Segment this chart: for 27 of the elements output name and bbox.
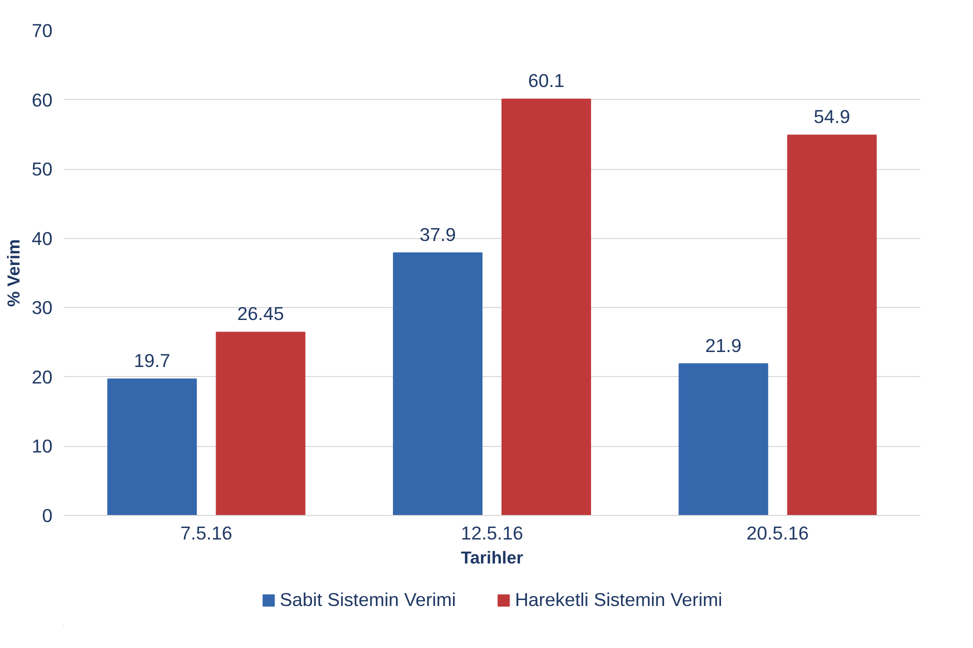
y-tick-label: 30 bbox=[32, 297, 53, 318]
bar bbox=[678, 363, 768, 516]
y-tick-label: 70 bbox=[32, 20, 53, 41]
data-label: 54.9 bbox=[814, 106, 850, 128]
legend-label: Sabit Sistemin Verimi bbox=[280, 589, 456, 611]
legend-label: Hareketli Sistemin Verimi bbox=[514, 589, 722, 611]
x-tick-label: 20.5.16 bbox=[746, 522, 809, 544]
data-label: 37.9 bbox=[420, 224, 456, 245]
y-tick-label: 50 bbox=[32, 158, 53, 180]
bar bbox=[502, 98, 592, 516]
data-label: 60.1 bbox=[528, 70, 564, 92]
y-tick-label: 0 bbox=[42, 505, 53, 526]
bar bbox=[787, 134, 877, 516]
y-tick-label: 10 bbox=[32, 436, 53, 457]
x-tick-label: 12.5.16 bbox=[460, 522, 524, 544]
data-label: 26.45 bbox=[237, 303, 284, 324]
data-label: 19.7 bbox=[134, 350, 170, 372]
bar bbox=[392, 252, 482, 516]
x-tick-label: 7.5.16 bbox=[180, 522, 232, 544]
y-axis-title: % Verim bbox=[4, 239, 24, 307]
x-axis-title: Tarihler bbox=[460, 548, 524, 568]
y-tick-label: 60 bbox=[32, 89, 53, 110]
bar bbox=[216, 332, 306, 516]
data-label: 21.9 bbox=[705, 334, 742, 356]
y-tick-label: 20 bbox=[32, 366, 53, 388]
y-tick-label: 40 bbox=[32, 228, 53, 249]
bar bbox=[107, 378, 197, 516]
